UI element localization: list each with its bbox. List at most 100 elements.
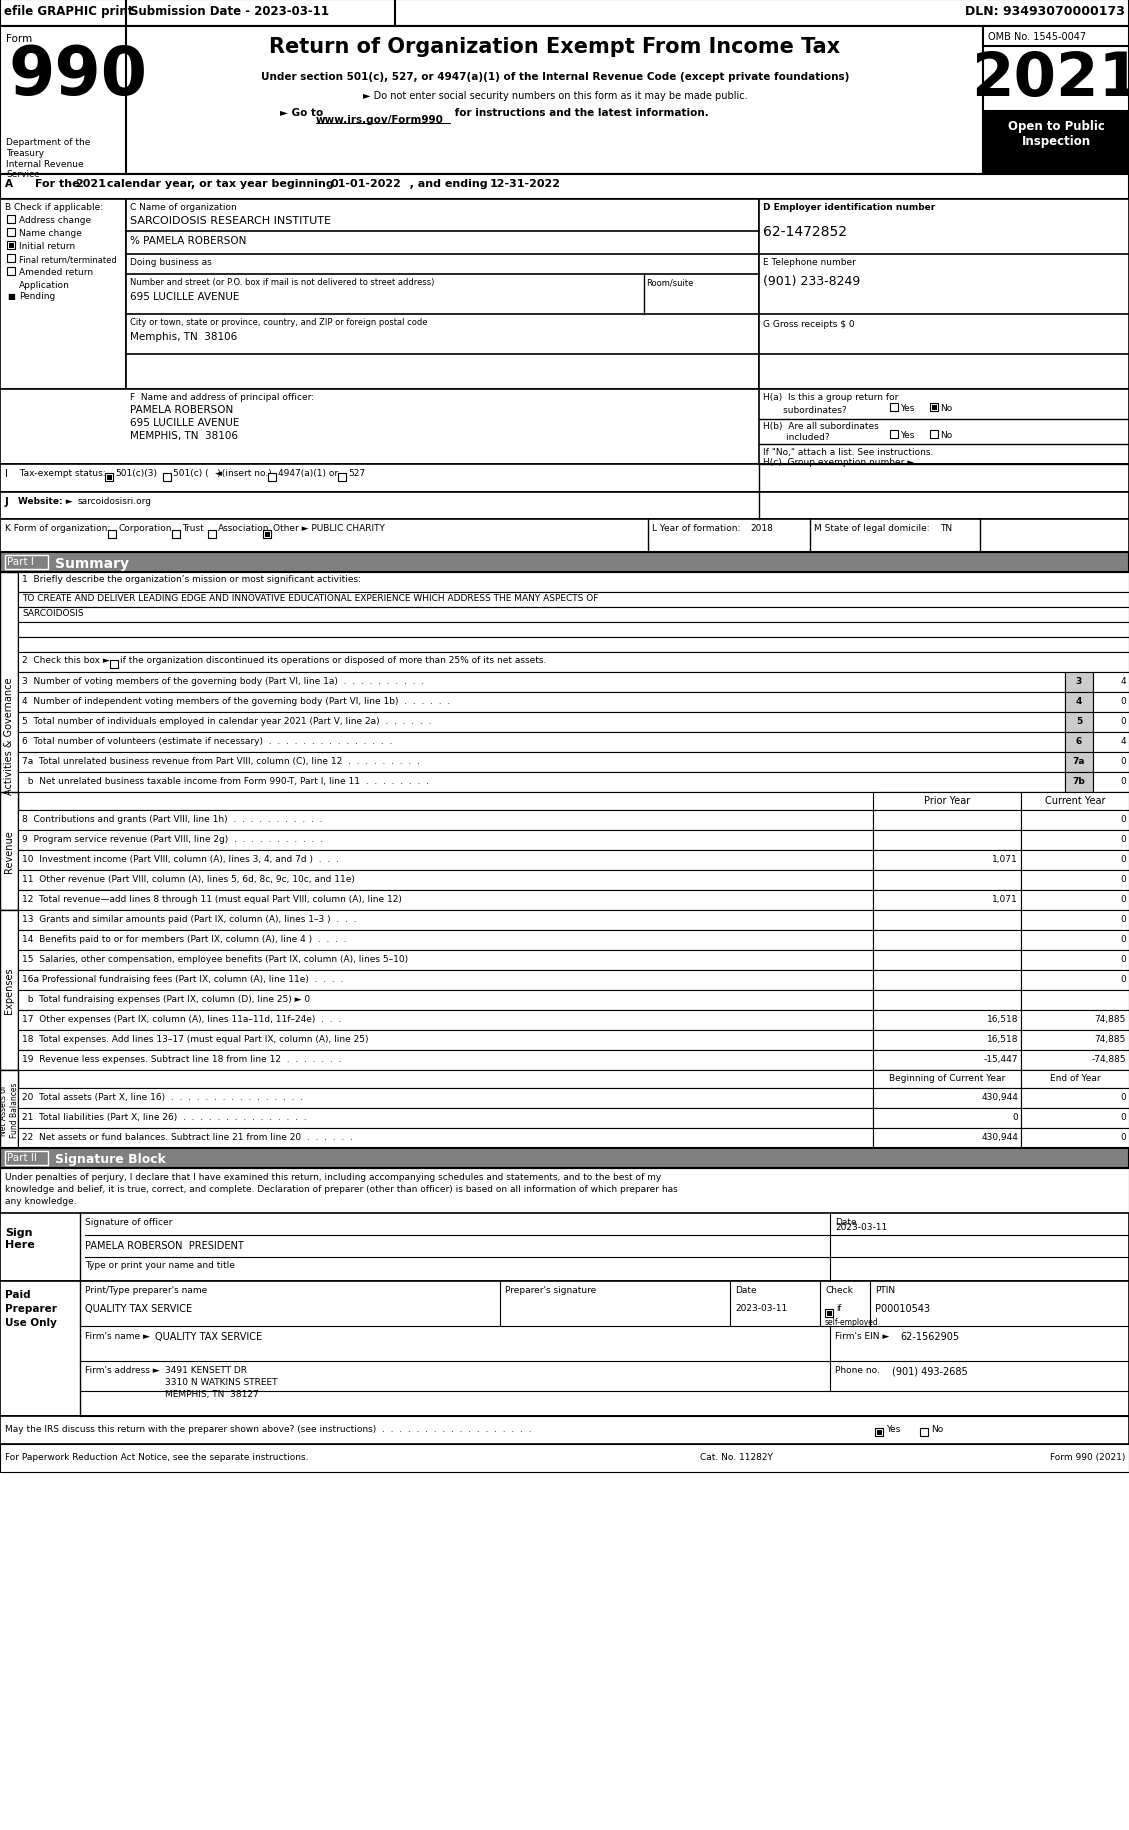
Text: PTIN: PTIN xyxy=(875,1285,895,1294)
Text: 0: 0 xyxy=(1120,717,1126,727)
Text: Number and street (or P.O. box if mail is not delivered to street address): Number and street (or P.O. box if mail i… xyxy=(130,278,435,287)
Bar xyxy=(1021,911,1129,930)
Text: J: J xyxy=(5,496,9,507)
Bar xyxy=(873,792,1021,811)
Text: 2023-03-11: 2023-03-11 xyxy=(735,1303,787,1312)
Bar xyxy=(18,990,873,1010)
Bar xyxy=(873,1010,1021,1030)
Bar xyxy=(1065,692,1093,712)
Bar xyxy=(873,1071,1021,1089)
Text: 0: 0 xyxy=(1120,855,1126,864)
Text: Association: Association xyxy=(218,523,270,533)
Bar xyxy=(876,1429,882,1435)
Text: 3  Number of voting members of the governing body (Part VI, line 1a)  .  .  .  .: 3 Number of voting members of the govern… xyxy=(21,677,425,686)
Text: Summary: Summary xyxy=(55,556,129,571)
Bar xyxy=(18,811,873,831)
Text: If "No," attach a list. See instructions.: If "No," attach a list. See instructions… xyxy=(763,448,934,458)
Bar xyxy=(0,1281,1129,1416)
Text: Revenue: Revenue xyxy=(5,831,14,873)
Text: 501(c) (   ): 501(c) ( ) xyxy=(173,468,221,478)
Text: H(a)  Is this a group return for: H(a) Is this a group return for xyxy=(763,393,899,403)
Bar xyxy=(7,216,15,223)
Text: knowledge and belief, it is true, correct, and complete. Declaration of preparer: knowledge and belief, it is true, correc… xyxy=(5,1184,677,1193)
Text: 4  Number of independent voting members of the governing body (Part VI, line 1b): 4 Number of independent voting members o… xyxy=(21,697,450,706)
Text: Application: Application xyxy=(19,280,70,289)
Text: M State of legal domicile:: M State of legal domicile: xyxy=(814,523,929,533)
Text: Amended return: Amended return xyxy=(19,267,93,276)
Bar xyxy=(890,430,898,439)
Text: for instructions and the latest information.: for instructions and the latest informat… xyxy=(450,108,709,117)
Text: 695 LUCILLE AVENUE: 695 LUCILLE AVENUE xyxy=(130,417,239,428)
Text: H(c)  Group exemption number ►: H(c) Group exemption number ► xyxy=(763,458,914,467)
Text: 0: 0 xyxy=(1120,834,1126,844)
Text: 0: 0 xyxy=(1120,756,1126,765)
Bar xyxy=(873,1129,1021,1149)
Text: Type or print your name and title: Type or print your name and title xyxy=(85,1261,235,1270)
Bar xyxy=(0,911,18,1071)
Text: (901) 233-8249: (901) 233-8249 xyxy=(763,274,860,287)
Text: Under section 501(c), 527, or 4947(a)(1) of the Internal Revenue Code (except pr: Under section 501(c), 527, or 4947(a)(1)… xyxy=(261,71,849,82)
Bar xyxy=(873,1109,1021,1129)
Bar xyxy=(759,199,1129,390)
Text: Phone no.: Phone no. xyxy=(835,1365,879,1374)
Text: 2023-03-11: 2023-03-11 xyxy=(835,1222,887,1232)
Text: 0: 0 xyxy=(1120,1113,1126,1122)
Text: 0: 0 xyxy=(1120,955,1126,963)
Text: Under penalties of perjury, I declare that I have examined this return, includin: Under penalties of perjury, I declare th… xyxy=(5,1173,662,1182)
Text: PAMELA ROBERSON  PRESIDENT: PAMELA ROBERSON PRESIDENT xyxy=(85,1241,244,1250)
Text: Date: Date xyxy=(835,1217,857,1226)
Text: L Year of formation:: L Year of formation: xyxy=(653,523,741,533)
Bar xyxy=(0,390,1129,465)
Text: 501(c)(3): 501(c)(3) xyxy=(115,468,157,478)
Text: 62-1472852: 62-1472852 xyxy=(763,225,847,240)
Text: 01-01-2022: 01-01-2022 xyxy=(330,179,401,188)
Bar xyxy=(18,772,1065,792)
Text: 1  Briefly describe the organization’s mission or most significant activities:: 1 Briefly describe the organization’s mi… xyxy=(21,575,361,584)
Bar xyxy=(18,891,873,911)
Bar xyxy=(18,1129,873,1149)
Bar xyxy=(0,1071,18,1149)
Text: Department of the: Department of the xyxy=(6,137,90,146)
Bar xyxy=(18,673,1065,692)
Text: G Gross receipts $ 0: G Gross receipts $ 0 xyxy=(763,320,855,329)
Bar xyxy=(873,891,1021,911)
Text: 62-1562905: 62-1562905 xyxy=(900,1330,960,1341)
Bar xyxy=(875,1427,883,1437)
Bar xyxy=(1021,1050,1129,1071)
Bar xyxy=(18,851,873,871)
Text: Prior Year: Prior Year xyxy=(924,796,970,805)
Bar xyxy=(0,0,1129,27)
Bar xyxy=(930,404,938,412)
Bar xyxy=(7,254,15,264)
Text: Signature Block: Signature Block xyxy=(55,1153,166,1166)
Bar xyxy=(873,1030,1021,1050)
Text: 0: 0 xyxy=(1120,935,1126,944)
Bar xyxy=(18,911,873,930)
Text: 11  Other revenue (Part VIII, column (A), lines 5, 6d, 8c, 9c, 10c, and 11e): 11 Other revenue (Part VIII, column (A),… xyxy=(21,875,355,884)
Text: C Name of organization: C Name of organization xyxy=(130,203,237,212)
Text: Treasury: Treasury xyxy=(6,148,44,157)
Bar xyxy=(873,831,1021,851)
Text: City or town, state or province, country, and ZIP or foreign postal code: City or town, state or province, country… xyxy=(130,318,428,328)
Bar xyxy=(18,1030,873,1050)
Text: Expenses: Expenses xyxy=(5,968,14,1014)
Text: Here: Here xyxy=(5,1239,35,1250)
Text: b  Total fundraising expenses (Part IX, column (D), line 25) ► 0: b Total fundraising expenses (Part IX, c… xyxy=(21,994,310,1003)
Text: -15,447: -15,447 xyxy=(983,1054,1018,1063)
Text: 0: 0 xyxy=(1120,1093,1126,1102)
Text: No: No xyxy=(940,404,952,414)
Text: Firm's EIN ►: Firm's EIN ► xyxy=(835,1330,890,1340)
Bar xyxy=(105,474,113,481)
Text: Yes: Yes xyxy=(900,430,914,439)
Text: 17  Other expenses (Part IX, column (A), lines 11a–11d, 11f–24e)  .  .  .: 17 Other expenses (Part IX, column (A), … xyxy=(21,1014,341,1023)
Bar xyxy=(18,712,1065,732)
Bar xyxy=(873,851,1021,871)
Text: Doing business as: Doing business as xyxy=(130,258,212,267)
Text: P00010543: P00010543 xyxy=(875,1303,930,1314)
Text: No: No xyxy=(931,1424,943,1433)
Bar xyxy=(0,1416,1129,1444)
Text: DLN: 93493070000173: DLN: 93493070000173 xyxy=(965,5,1124,18)
Text: sarcoidosisri.org: sarcoidosisri.org xyxy=(78,496,152,505)
Text: Other ► PUBLIC CHARITY: Other ► PUBLIC CHARITY xyxy=(273,523,385,533)
Bar xyxy=(0,199,126,390)
